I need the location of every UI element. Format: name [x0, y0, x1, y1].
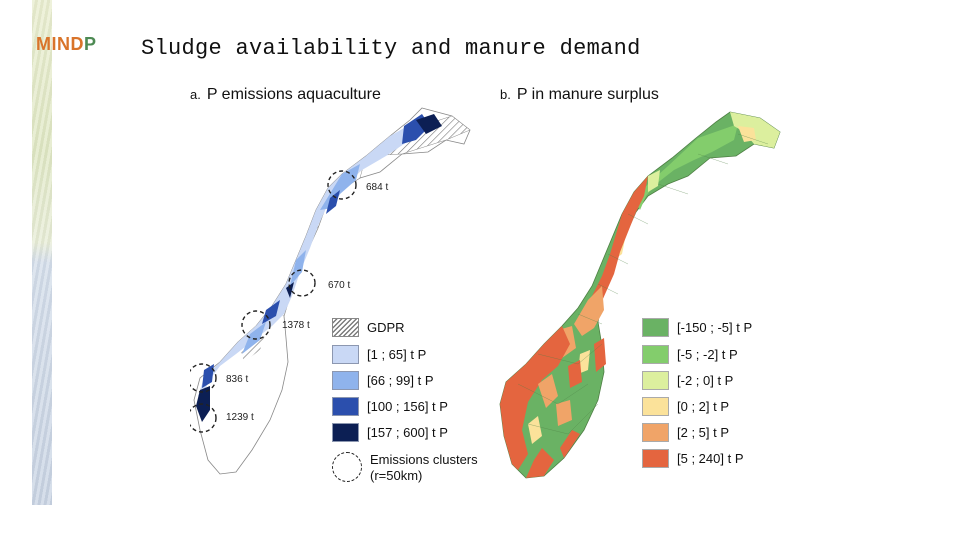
region-red-southwest	[526, 430, 580, 478]
legend-item: [5 ; 240] t P	[642, 449, 744, 468]
cluster-circle	[288, 269, 316, 297]
panel-a-letter: a.	[190, 87, 201, 102]
legend-swatch	[332, 371, 359, 390]
legend-label: [-5 ; -2] t P	[677, 347, 738, 362]
legend-label: [66 ; 99] t P	[367, 373, 434, 388]
region-red-coast	[590, 176, 648, 310]
legend-swatch	[642, 345, 669, 364]
legend-label: [157 ; 600] t P	[367, 425, 448, 440]
slide-title: Sludge availability and manure demand	[141, 36, 641, 61]
cluster-circle	[327, 170, 357, 200]
logo-accent: P	[84, 34, 97, 54]
legend-swatch	[332, 345, 359, 364]
panel-a-title: P emissions aquaculture	[206, 86, 381, 103]
region-red-west	[500, 326, 570, 470]
cluster-label: 684 t	[366, 182, 389, 193]
legend-item: [1 ; 65] t P	[332, 345, 426, 364]
cluster-label: 836 t	[226, 374, 249, 385]
legend-swatch	[642, 423, 669, 442]
region-orange-south	[538, 374, 572, 426]
legend-swatch-hatch	[332, 318, 359, 337]
map-manure-surplus	[499, 111, 781, 479]
legend-item: [-2 ; 0] t P	[642, 371, 733, 390]
legend-label: [2 ; 5] t P	[677, 425, 730, 440]
map-aquaculture	[190, 107, 471, 475]
decorative-side-strip	[32, 0, 52, 505]
legend-item: [66 ; 99] t P	[332, 371, 434, 390]
cluster-circle	[190, 403, 217, 433]
region-orange-mid	[558, 286, 604, 358]
norway-region-base	[499, 111, 781, 479]
legend-item: [-150 ; -5] t P	[642, 318, 752, 337]
legend-swatch	[642, 371, 669, 390]
coastal-band-light	[198, 128, 410, 400]
panel-b-label: b. P in manure surplus	[500, 86, 659, 104]
legend-label: [1 ; 65] t P	[367, 347, 427, 362]
gdpr-hatched-area	[271, 115, 471, 317]
cluster-circle	[241, 310, 271, 340]
legend-label: [-2 ; 0] t P	[677, 373, 734, 388]
panel-a-label: a. P emissions aquaculture	[190, 86, 381, 104]
legend-swatch	[332, 397, 359, 416]
legend-label-sub: (r=50km)	[370, 468, 423, 483]
legend-item: [-5 ; -2] t P	[642, 345, 738, 364]
cluster-label: 1378 t	[282, 320, 310, 331]
legend-item: GDPR	[332, 318, 405, 337]
legend-item: [100 ; 156] t P	[332, 397, 448, 416]
cluster-label: 670 t	[328, 280, 351, 291]
cluster-label: 1239 t	[226, 412, 254, 423]
municipality-border	[517, 133, 769, 435]
legend-item: [2 ; 5] t P	[642, 423, 729, 442]
legend-item: Emissions clusters (r=50km)	[332, 452, 478, 484]
coastal-band-mid	[242, 164, 360, 354]
municipality-borders	[517, 133, 769, 435]
mindp-logo: MINDP	[36, 34, 97, 55]
legend-label-group: Emissions clusters (r=50km)	[370, 452, 478, 484]
legend-item: [157 ; 600] t P	[332, 423, 448, 442]
coastal-band-dark	[202, 114, 430, 388]
legend-swatch	[332, 423, 359, 442]
legend-label: GDPR	[367, 320, 405, 335]
legend-item: [0 ; 2] t P	[642, 397, 729, 416]
legend-swatch	[642, 449, 669, 468]
legend-label: [-150 ; -5] t P	[677, 320, 753, 335]
logo-text: MIND	[36, 34, 84, 54]
region-red-east	[568, 338, 606, 388]
legend-label: [5 ; 240] t P	[677, 451, 744, 466]
cluster-circle	[190, 363, 217, 393]
legend-label: [100 ; 156] t P	[367, 399, 448, 414]
region-lightgreen	[634, 124, 738, 210]
legend-swatch	[642, 318, 669, 337]
legend-swatch	[642, 397, 669, 416]
legend-label: [0 ; 2] t P	[677, 399, 730, 414]
legend-cluster-circle	[332, 452, 362, 482]
legend-label: Emissions clusters	[370, 452, 478, 467]
panel-b-title: P in manure surplus	[516, 86, 659, 103]
panel-b-letter: b.	[500, 87, 511, 102]
